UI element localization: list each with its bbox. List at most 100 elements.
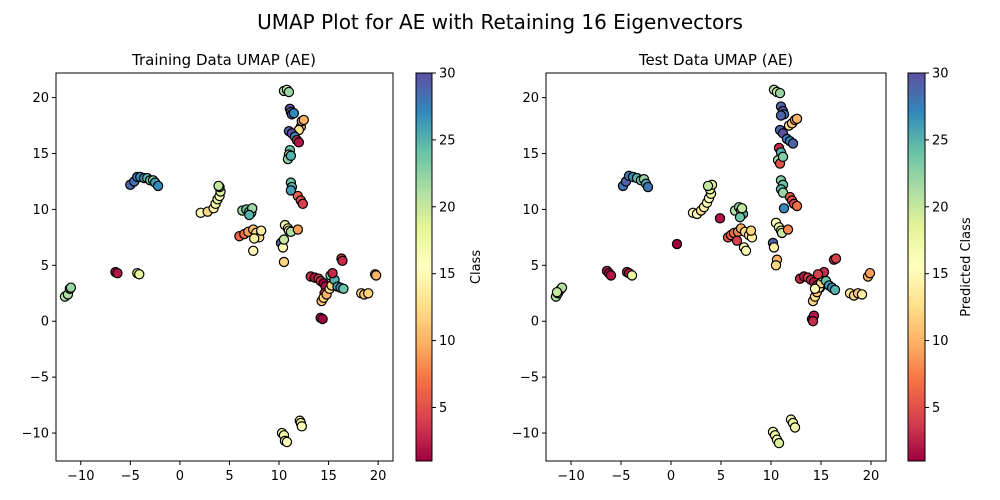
test-point <box>626 270 638 281</box>
test-point <box>605 270 617 281</box>
test-point <box>671 238 683 250</box>
test-colorbar-tick-label: 20 <box>932 200 949 215</box>
test-xtick-label: −5 <box>611 469 630 484</box>
test-colorbar-tick-label: 10 <box>932 334 949 349</box>
training-colorbar-tick-label: 10 <box>439 334 456 349</box>
test-xtick-label: 10 <box>763 469 780 484</box>
test-point <box>856 289 868 300</box>
training-point <box>134 269 145 280</box>
training-xtick-label: 5 <box>225 469 233 484</box>
figure-title: UMAP Plot for AE with Retaining 16 Eigen… <box>257 10 743 34</box>
training-point <box>152 180 164 192</box>
test-ytick-label: 10 <box>522 203 539 218</box>
training-ytick-label: 20 <box>32 91 49 106</box>
training-point <box>363 288 374 299</box>
training-point <box>65 282 77 293</box>
test-xtick-label: 15 <box>813 469 830 484</box>
training-scatter-area: −10 −5 0 5 10 15 20 −10 −5 0 5 10 15 20 <box>22 84 386 484</box>
training-colorbar-tick-label: 15 <box>439 267 456 282</box>
training-xtick-label: −5 <box>121 469 140 484</box>
training-point <box>249 233 260 244</box>
training-xtick-label: 0 <box>176 469 184 484</box>
test-point <box>777 151 789 163</box>
test-point <box>773 437 785 449</box>
training-ytick-label: −10 <box>22 427 49 442</box>
training-xtick-label: 10 <box>271 469 288 484</box>
training-point <box>248 245 259 256</box>
test-point <box>736 203 748 214</box>
test-colorbar: 5 10 15 20 25 30 <box>907 67 949 462</box>
training-point <box>296 421 308 432</box>
test-point <box>791 200 803 212</box>
training-colorbar-tick-label: 5 <box>439 401 447 416</box>
training-point <box>283 86 295 98</box>
training-point <box>337 255 348 267</box>
test-colorbar-tick-label: 5 <box>932 401 940 416</box>
test-point <box>778 203 790 214</box>
test-panel: Test Data UMAP (AE) −10 −5 0 5 10 15 20 −10 −5 0 5… <box>512 51 974 484</box>
training-point <box>112 267 123 279</box>
training-point <box>255 225 267 236</box>
test-point <box>864 267 876 279</box>
test-colorbar-tick-label: 30 <box>932 67 949 82</box>
training-point <box>213 180 224 192</box>
training-xtick-label: −10 <box>67 469 94 484</box>
training-ytick-label: 0 <box>41 315 49 330</box>
training-point <box>292 224 304 235</box>
training-xtick-label: 15 <box>320 469 337 484</box>
training-point <box>297 198 309 210</box>
test-point <box>731 235 743 246</box>
training-colorbar: 5 10 15 20 25 30 <box>415 67 456 462</box>
test-xtick-label: 0 <box>667 469 675 484</box>
test-plot-title: Test Data UMAP (AE) <box>638 51 793 69</box>
test-point <box>830 253 842 264</box>
training-colorbar-gradient <box>415 72 433 462</box>
test-colorbar-tick-label: 25 <box>932 133 949 148</box>
test-ytick-label: 20 <box>522 91 539 106</box>
test-point <box>789 422 801 433</box>
training-plot-title: Training Data UMAP (AE) <box>131 51 316 69</box>
test-point <box>782 224 794 235</box>
test-colorbar-tick-label: 15 <box>932 267 949 282</box>
test-point <box>551 286 563 298</box>
test-ytick-label: 15 <box>522 147 539 162</box>
test-point <box>774 87 786 99</box>
test-axes-frame <box>545 72 887 462</box>
training-point <box>285 185 297 196</box>
test-point <box>734 212 746 223</box>
training-ytick-label: 10 <box>32 203 49 218</box>
test-ytick-label: −5 <box>520 371 539 386</box>
training-point <box>288 108 300 119</box>
training-point <box>285 150 297 161</box>
training-point <box>293 137 305 148</box>
test-point <box>775 110 787 121</box>
training-point <box>281 436 293 448</box>
training-point <box>244 209 255 221</box>
test-point <box>714 213 726 224</box>
test-xtick-label: −10 <box>557 469 584 484</box>
training-point <box>298 114 309 126</box>
test-xtick-label: 5 <box>717 469 725 484</box>
test-point <box>740 245 752 256</box>
training-colorbar-tick-label: 30 <box>439 67 456 82</box>
test-point <box>829 284 841 296</box>
training-axes-frame <box>55 72 394 462</box>
test-ytick-label: −10 <box>512 427 539 442</box>
test-point <box>770 260 782 271</box>
training-point <box>278 234 290 245</box>
test-point <box>642 181 654 193</box>
test-colorbar-label: Predicted Class <box>959 217 974 317</box>
training-colorbar-tick-label: 20 <box>439 200 456 215</box>
training-point <box>370 270 382 281</box>
test-point <box>768 242 780 253</box>
test-ytick-label: 5 <box>531 259 539 274</box>
test-xtick-label: 20 <box>863 469 880 484</box>
test-point <box>809 283 821 295</box>
training-point <box>338 283 349 295</box>
test-point <box>702 180 714 192</box>
test-point <box>807 316 819 327</box>
test-point <box>787 138 799 149</box>
test-colorbar-gradient <box>907 72 926 462</box>
test-point <box>791 113 803 125</box>
